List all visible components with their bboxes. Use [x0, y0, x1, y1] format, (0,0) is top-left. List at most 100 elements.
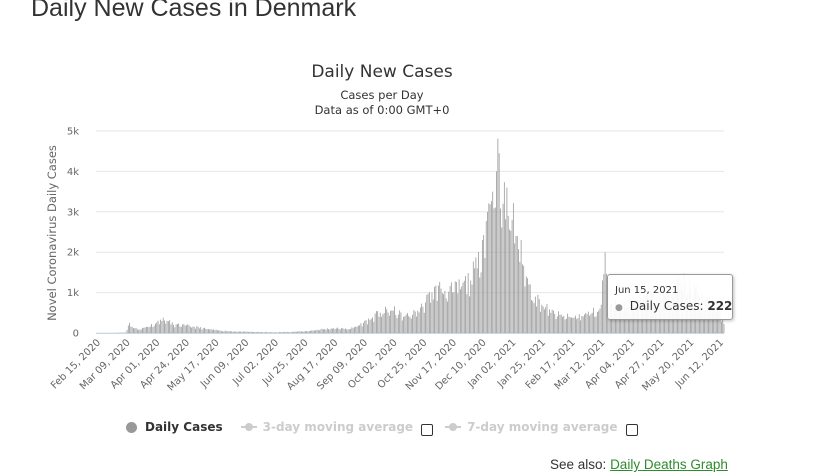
checkbox-7day-average[interactable] — [625, 424, 638, 436]
daily-cases-bar — [219, 330, 221, 333]
daily-cases-bar — [136, 329, 138, 333]
daily-cases-bar — [369, 319, 371, 333]
daily-cases-bar — [625, 308, 627, 333]
daily-cases-bar — [365, 320, 367, 333]
daily-cases-bar — [613, 309, 615, 333]
daily-cases-bar — [344, 328, 346, 333]
daily-cases-bar — [133, 328, 134, 333]
daily-cases-bar — [222, 331, 224, 333]
daily-cases-bar — [475, 257, 477, 333]
daily-cases-bar — [227, 331, 229, 333]
daily-cases-bar — [387, 312, 389, 333]
daily-cases-bar — [456, 282, 457, 333]
daily-cases-bar — [510, 230, 512, 333]
daily-cases-bar — [263, 332, 265, 333]
daily-cases-bar — [228, 331, 230, 333]
daily-cases-bar — [370, 318, 372, 333]
daily-cases-bar — [581, 316, 583, 333]
daily-deaths-graph-link[interactable]: Daily Deaths Graph — [610, 457, 728, 472]
daily-cases-bar — [462, 282, 464, 333]
daily-cases-bar — [448, 291, 450, 333]
daily-cases-bar — [410, 318, 412, 333]
daily-cases-bar — [514, 243, 516, 333]
daily-cases-bar — [297, 331, 298, 333]
legend-label: 3-day moving average — [262, 420, 414, 434]
daily-cases-bar — [439, 281, 441, 333]
daily-cases-bar — [381, 316, 382, 333]
daily-cases-bar — [518, 249, 519, 333]
daily-cases-bar — [520, 239, 522, 333]
daily-cases-bar — [142, 327, 143, 333]
daily-cases-bar — [550, 312, 552, 333]
daily-cases-bar — [491, 201, 492, 333]
daily-cases-bar — [240, 331, 242, 333]
daily-cases-bar — [391, 310, 393, 333]
daily-cases-bar — [493, 208, 495, 333]
daily-cases-bar — [175, 324, 177, 333]
daily-cases-bar — [330, 328, 332, 333]
daily-cases-bar — [295, 331, 297, 333]
daily-cases-bar — [275, 332, 277, 333]
daily-cases-bar — [342, 328, 344, 333]
daily-cases-bar — [153, 325, 155, 333]
daily-cases-bar — [186, 325, 187, 333]
daily-cases-bar — [218, 330, 220, 333]
legend-daily-cases[interactable]: Daily Cases — [126, 420, 223, 434]
page-title: Daily New Cases in Denmark — [31, 0, 357, 22]
daily-cases-bar — [434, 286, 435, 333]
daily-cases-bar — [405, 314, 407, 333]
daily-cases-bar — [289, 332, 291, 333]
daily-cases-bar — [258, 331, 260, 333]
daily-cases-bar — [423, 312, 425, 333]
daily-cases-bar — [126, 330, 128, 333]
daily-cases-bar — [351, 327, 353, 333]
daily-cases-bar — [241, 332, 243, 333]
daily-cases-bar — [478, 252, 479, 333]
chart-title: Daily New Cases — [311, 62, 453, 82]
daily-cases-bar — [334, 329, 336, 333]
daily-cases-bar — [435, 285, 437, 333]
daily-cases-bar — [503, 182, 505, 333]
daily-cases-bar — [226, 331, 227, 333]
daily-cases-bar — [595, 316, 597, 333]
daily-cases-bar — [302, 331, 304, 333]
daily-cases-bar — [183, 324, 185, 333]
daily-cases-bar — [549, 309, 550, 333]
daily-cases-bar — [440, 288, 442, 333]
daily-cases-bar — [237, 331, 239, 333]
daily-cases-bar — [485, 221, 487, 333]
chart-tooltip: Jun 15, 2021 ● Daily Cases: 222 — [607, 274, 733, 320]
daily-cases-bar — [244, 331, 246, 333]
daily-cases-bar — [472, 261, 474, 333]
daily-cases-bar — [320, 329, 322, 333]
daily-cases-bar — [529, 284, 531, 333]
daily-cases-bar — [339, 329, 341, 333]
daily-cases-bar — [298, 331, 300, 333]
daily-cases-bar — [408, 316, 410, 333]
daily-cases-bar — [427, 293, 429, 333]
daily-cases-bar — [386, 309, 388, 333]
daily-cases-bar — [210, 329, 212, 333]
daily-cases-bar — [390, 310, 392, 333]
daily-cases-bar — [378, 316, 380, 333]
daily-cases-bar — [303, 331, 305, 333]
daily-cases-bar — [332, 328, 333, 333]
daily-cases-bar — [346, 329, 348, 333]
daily-cases-bar — [204, 327, 205, 333]
daily-cases-bar — [505, 219, 507, 333]
daily-cases-bar — [268, 332, 270, 333]
daily-cases-bar — [232, 331, 234, 333]
legend-3day-average[interactable]: 3-day moving average — [240, 420, 414, 434]
daily-cases-bar — [356, 326, 358, 333]
checkbox-3day-average[interactable] — [421, 424, 434, 436]
daily-cases-bar — [200, 327, 202, 333]
daily-cases-bar — [590, 314, 592, 333]
legend-7day-average[interactable]: 7-day moving average — [445, 420, 618, 434]
daily-cases-bar — [721, 321, 722, 333]
daily-cases-bar — [197, 326, 199, 333]
daily-cases-bar — [151, 324, 152, 333]
daily-cases-bar — [467, 273, 469, 333]
y-tick-label: 5k — [67, 127, 79, 138]
daily-cases-bar — [188, 325, 190, 333]
daily-cases-bar — [310, 330, 311, 333]
